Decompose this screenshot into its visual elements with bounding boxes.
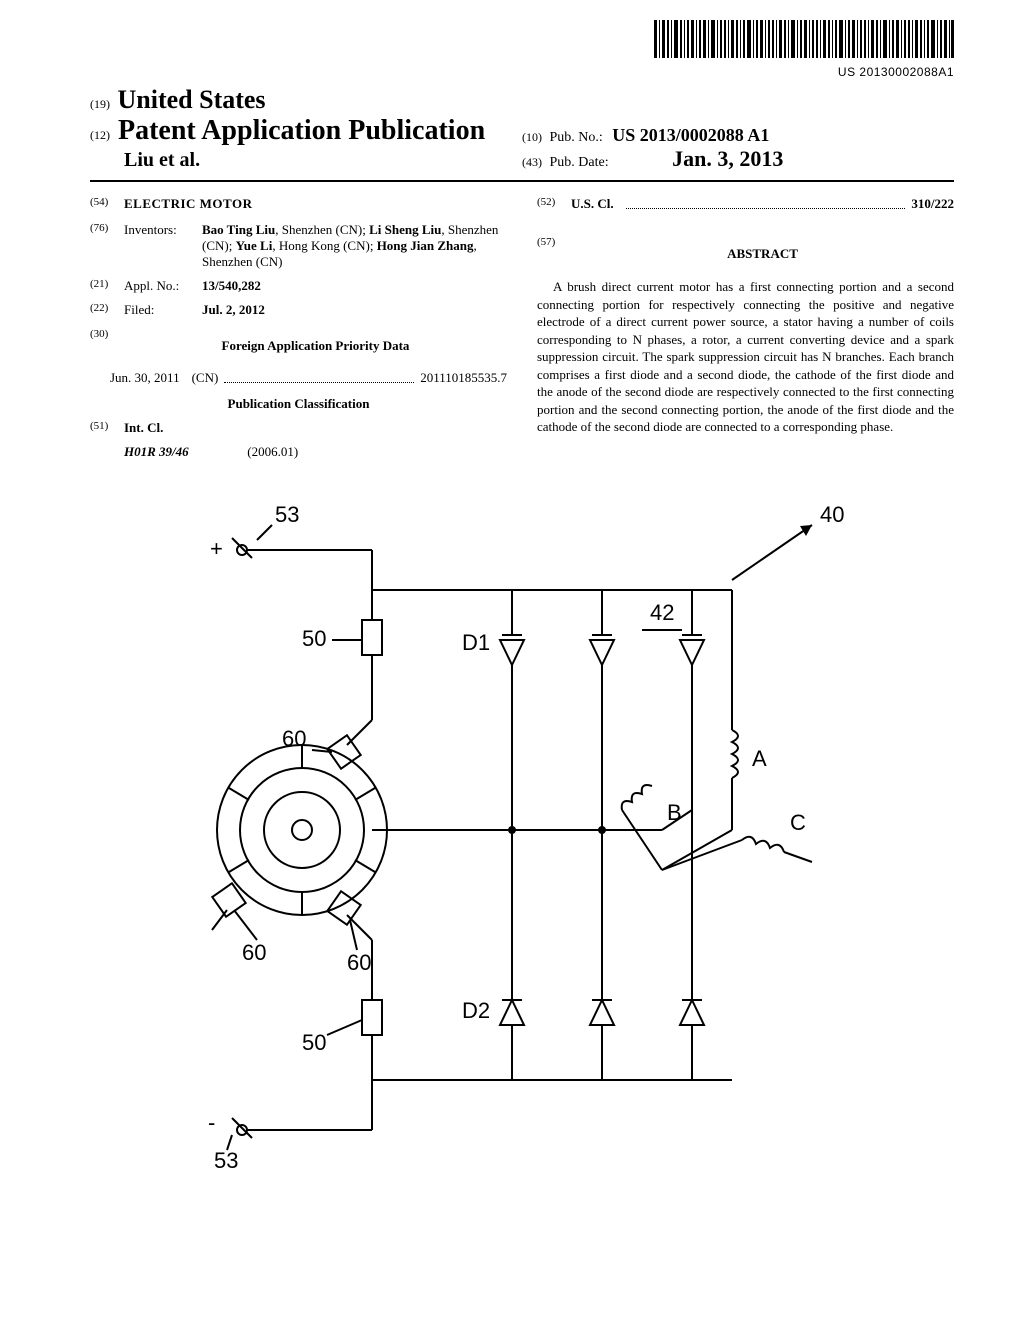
- filed-num: (22): [90, 302, 124, 318]
- figure: + - 53 53 50 50 60 60 60 D1 D2 40 42 A B…: [90, 490, 954, 1170]
- intcl-num: (51): [90, 420, 124, 436]
- inventors-label: Inventors:: [124, 222, 202, 270]
- circuit-diagram: + - 53 53 50 50 60 60 60 D1 D2 40 42 A B…: [172, 490, 872, 1170]
- d2-label: D2: [462, 998, 490, 1023]
- inventors-list: Bao Ting Liu, Shenzhen (CN); Li Sheng Li…: [202, 222, 507, 270]
- invention-title: ELECTRIC MOTOR: [124, 196, 507, 212]
- b-label: B: [667, 800, 682, 825]
- pubno-num: (10): [522, 130, 542, 144]
- abstract-text: A brush direct current motor has a first…: [537, 278, 954, 436]
- biblio-columns: (54) ELECTRIC MOTOR (76) Inventors: Bao …: [90, 196, 954, 460]
- abstract-heading: ABSTRACT: [571, 246, 954, 262]
- title-num: (54): [90, 196, 124, 212]
- pubclass-heading: Publication Classification: [90, 396, 507, 412]
- country-name: United States: [118, 85, 266, 114]
- d1-label: D1: [462, 630, 490, 655]
- filed-val: Jul. 2, 2012: [202, 302, 507, 318]
- intcl-date: (2006.01): [247, 444, 298, 459]
- ref60c: 60: [347, 950, 371, 975]
- ref50b: 50: [302, 1030, 326, 1055]
- country-num: (19): [90, 97, 110, 111]
- pubdate-val: Jan. 3, 2013: [672, 146, 783, 171]
- ref50a: 50: [302, 626, 326, 651]
- barcode: [654, 20, 954, 58]
- priority-row: Jun. 30, 2011 (CN) 201110185535.7: [110, 370, 507, 386]
- applno-val: 13/540,282: [202, 278, 507, 294]
- ref42: 42: [650, 600, 674, 625]
- divider-thick: [90, 180, 954, 182]
- ref53a: 53: [275, 502, 299, 527]
- minus-label: -: [208, 1110, 215, 1135]
- abstract-num: (57): [537, 236, 571, 270]
- intcl-class: H01R 39/46: [124, 444, 244, 460]
- uscl-val: 310/222: [911, 196, 954, 212]
- pubdate-num: (43): [522, 155, 542, 169]
- right-column: (52) U.S. Cl. 310/222 (57) ABSTRACT A br…: [537, 196, 954, 460]
- pub-label: Patent Application Publication: [118, 115, 485, 146]
- barcode-text: US 20130002088A1: [90, 65, 954, 79]
- ref53b: 53: [214, 1148, 238, 1170]
- ref60a: 60: [282, 726, 306, 751]
- pubdate-label: Pub. Date:: [550, 155, 609, 170]
- applno-label: Appl. No.:: [124, 278, 202, 294]
- dots: [626, 196, 906, 209]
- authors: Liu et al.: [124, 149, 522, 172]
- priority-date: Jun. 30, 2011: [110, 370, 180, 386]
- a-label: A: [752, 746, 767, 771]
- pubno-val: US 2013/0002088 A1: [612, 125, 769, 145]
- c-label: C: [790, 810, 806, 835]
- left-column: (54) ELECTRIC MOTOR (76) Inventors: Bao …: [90, 196, 507, 460]
- pubno-label: Pub. No.:: [550, 130, 603, 145]
- header: (19) United States (12) Patent Applicati…: [90, 85, 954, 172]
- priority-heading: Foreign Application Priority Data: [124, 338, 507, 354]
- filed-label: Filed:: [124, 302, 202, 318]
- intcl-label: Int. Cl.: [124, 420, 507, 436]
- plus-label: +: [210, 536, 223, 561]
- uscl-num: (52): [537, 196, 571, 212]
- dots: [224, 370, 414, 383]
- intcl-line: H01R 39/46 (2006.01): [124, 444, 507, 460]
- priority-country: (CN): [192, 370, 219, 386]
- priority-appno: 201110185535.7: [420, 370, 507, 386]
- uscl-label: U.S. Cl.: [571, 196, 614, 212]
- barcode-block: US 20130002088A1: [90, 20, 954, 79]
- ref60b: 60: [242, 940, 266, 965]
- applno-num: (21): [90, 278, 124, 294]
- priority-num: (30): [90, 328, 124, 362]
- inventors-num: (76): [90, 222, 124, 270]
- pub-num: (12): [90, 128, 110, 142]
- ref40: 40: [820, 502, 844, 527]
